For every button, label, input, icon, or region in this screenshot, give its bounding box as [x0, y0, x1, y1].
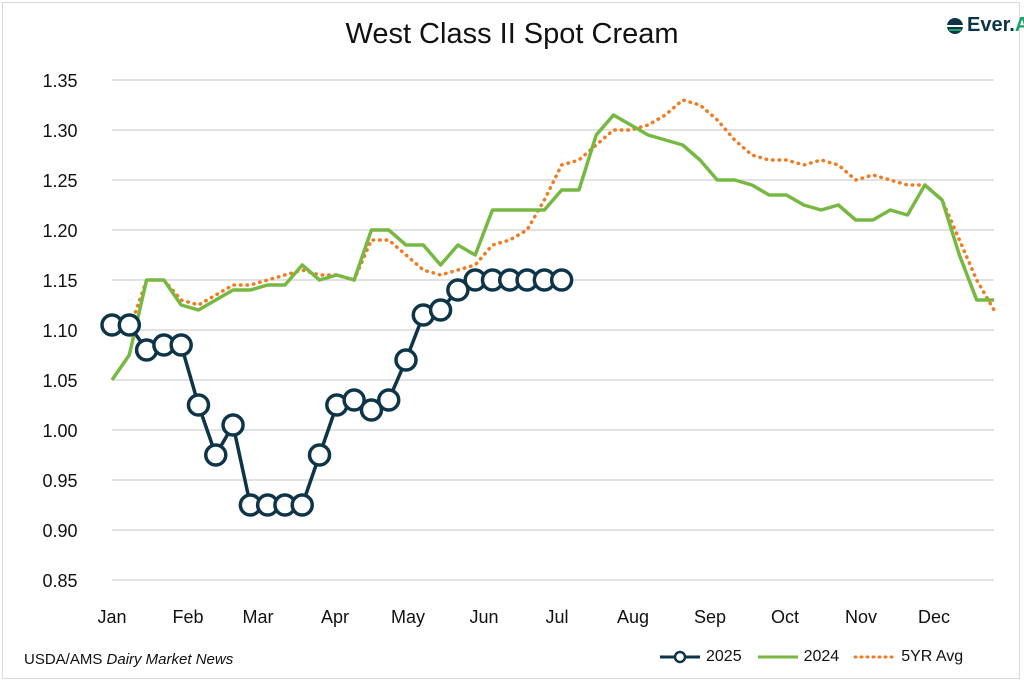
legend-label-2025: 2025 [706, 648, 742, 665]
series-line-2025 [112, 278, 562, 507]
x-tick-label: May [391, 607, 425, 627]
legend-swatch-5yr-avg [853, 655, 897, 659]
x-tick-label: Oct [771, 607, 799, 627]
source-note: USDA/AMS Dairy Market News [24, 651, 233, 668]
data-point-2025 [169, 333, 193, 357]
legend-label-2024: 2024 [803, 648, 840, 665]
y-tick-label: 1.35 [42, 71, 77, 91]
legend-swatch-2025 [660, 650, 700, 664]
x-tick-label: Aug [617, 607, 649, 627]
legend-item-2024: 2024 [756, 648, 840, 666]
x-tick-label: Feb [172, 607, 203, 627]
chart-legend: 2025 2024 5YR Avg [658, 648, 963, 666]
y-tick-label: 1.05 [42, 371, 77, 391]
series-line-2024 [110, 113, 994, 381]
data-point-2025 [117, 313, 142, 337]
data-point-2025 [186, 393, 211, 417]
legend-item-2025: 2025 [658, 648, 742, 666]
x-tick-label: Jul [545, 607, 568, 627]
legend-label-5yr-avg: 5YR Avg [901, 648, 964, 665]
data-point-2025 [428, 298, 453, 322]
data-point-2025 [307, 443, 332, 467]
data-point-2025 [221, 413, 245, 437]
series-line-5yr-avg [110, 98, 996, 333]
chart-title: West Class II Spot Cream [345, 18, 679, 50]
logo-text-ever: Ever. [967, 14, 1015, 36]
legend-swatch-2024 [757, 655, 798, 659]
data-point-2025 [359, 398, 384, 422]
y-tick-label: 1.15 [42, 271, 77, 291]
legend-item-5yr-avg: 5YR Avg [853, 648, 963, 666]
ever-ag-logo: Ever.Ag [946, 14, 1024, 37]
logo-mark-icon [947, 17, 963, 34]
y-tick-label: 0.90 [42, 521, 77, 541]
y-tick-label: 0.95 [42, 471, 77, 491]
y-tick-label: 1.20 [42, 221, 77, 241]
x-tick-label: Mar [243, 607, 274, 627]
data-point-2025 [376, 388, 401, 412]
data-point-2025 [342, 388, 366, 412]
data-point-2025 [446, 278, 470, 302]
x-tick-label: Sep [694, 607, 726, 627]
data-point-2025 [290, 493, 314, 517]
y-tick-label: 1.25 [42, 171, 77, 191]
x-tick-label: Nov [845, 607, 877, 627]
data-point-2025 [394, 348, 418, 372]
logo-text-ag: Ag [1014, 14, 1024, 36]
source-prefix: USDA/AMS [24, 651, 107, 668]
x-tick-label: Jan [97, 607, 126, 627]
x-tick-label: Dec [918, 607, 950, 627]
source-italic: Dairy Market News [106, 651, 234, 668]
y-tick-label: 1.00 [42, 421, 77, 441]
data-point-2025 [204, 443, 228, 467]
data-point-2025 [549, 268, 574, 292]
x-tick-label: Apr [321, 607, 349, 627]
y-tick-label: 0.85 [42, 571, 77, 591]
x-tick-label: Jun [469, 607, 498, 627]
y-tick-label: 1.10 [42, 321, 77, 341]
y-tick-label: 1.30 [42, 121, 77, 141]
